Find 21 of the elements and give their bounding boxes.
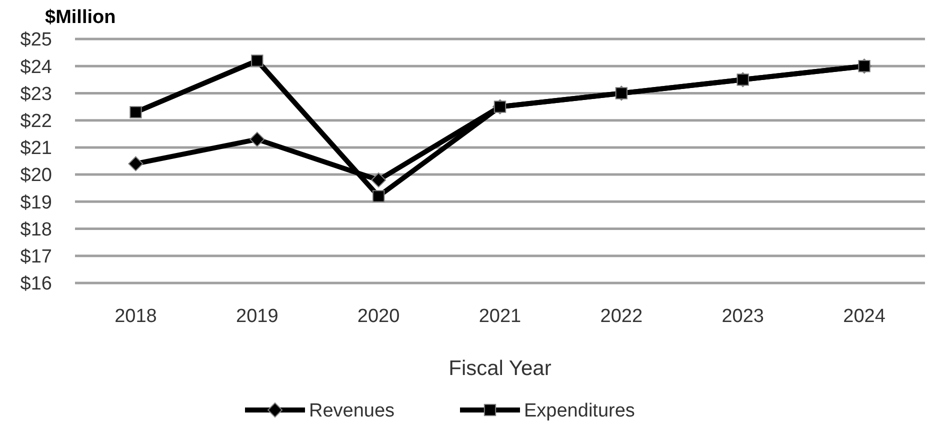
y-tick-label: $18 — [20, 219, 52, 240]
x-tick-label: 2020 — [357, 306, 400, 327]
legend-label: Expenditures — [524, 400, 635, 422]
y-tick-label: $17 — [20, 246, 52, 268]
y-tick-label: $20 — [20, 165, 52, 186]
y-axis-title: $Million — [45, 7, 116, 28]
y-tick-label: $16 — [20, 274, 52, 295]
y-tick-label: $21 — [20, 138, 52, 160]
y-tick-label: $23 — [20, 84, 52, 105]
x-tick-label: 2024 — [843, 306, 886, 327]
x-tick-label: 2023 — [722, 306, 764, 327]
x-tick-label: 2018 — [114, 306, 157, 327]
x-axis-title: Fiscal Year — [448, 357, 552, 380]
y-tick-label: $25 — [20, 30, 52, 51]
x-tick-label: 2019 — [236, 306, 278, 327]
y-tick-label: $24 — [20, 56, 52, 78]
legend-label: Revenues — [309, 400, 395, 422]
x-tick-label: 2022 — [600, 306, 643, 327]
x-tick-label: 2021 — [478, 306, 522, 327]
y-tick-label: $19 — [20, 192, 52, 214]
y-tick-label: $22 — [20, 110, 52, 132]
